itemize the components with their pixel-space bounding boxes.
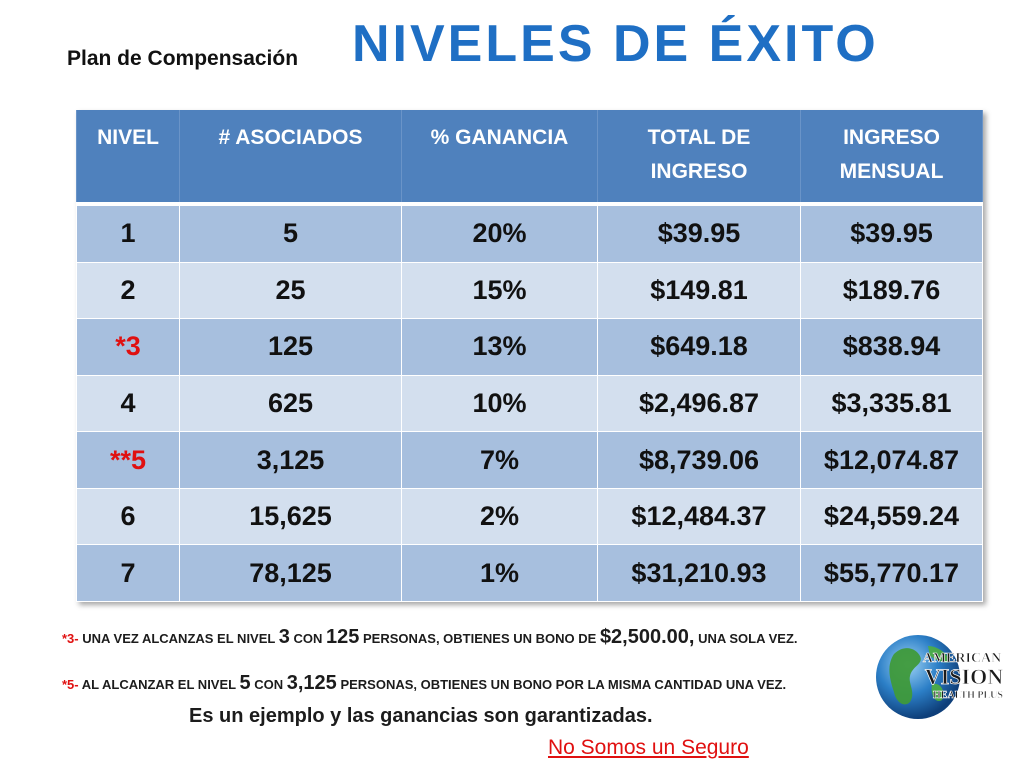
cell-nivel: 1	[76, 203, 180, 263]
table-header-row: NIVEL # ASOCIADOS % GANANCIA TOTAL DE IN…	[76, 110, 983, 206]
cell-ganancia: 10%	[401, 374, 598, 433]
cell-ingreso-mensual: $189.76	[800, 261, 983, 320]
cell-asociados: 5	[179, 203, 402, 263]
cell-ganancia: 1%	[401, 544, 598, 602]
note-text: PERSONAS, OBTIENES UN BONO POR LA MISMA …	[340, 677, 787, 692]
cell-ingreso-mensual: $55,770.17	[800, 544, 983, 602]
note-value: 125	[326, 626, 360, 648]
table-row: 4 625 10% $2,496.87 $3,335.81	[76, 374, 983, 433]
disclaimer-link[interactable]: No Somos un Seguro	[548, 736, 749, 759]
logo-line-1: AMERICAN	[923, 651, 1002, 666]
cell-nivel: 6	[76, 487, 180, 546]
globe-icon	[876, 635, 960, 719]
cell-total-ingreso: $149.81	[597, 261, 801, 320]
cell-asociados: 625	[179, 374, 402, 433]
cell-asociados: 15,625	[179, 487, 402, 546]
cell-total-ingreso: $31,210.93	[597, 544, 801, 602]
table-row: *3 125 13% $649.18 $838.94	[76, 318, 983, 376]
cell-ganancia: 7%	[401, 431, 598, 489]
table-row: 1 5 20% $39.95 $39.95	[76, 203, 983, 263]
table-row: **5 3,125 7% $8,739.06 $12,074.87	[76, 431, 983, 489]
cell-nivel: **5	[76, 431, 180, 489]
cell-nivel: 4	[76, 374, 180, 433]
levels-table: NIVEL # ASOCIADOS % GANANCIA TOTAL DE IN…	[76, 110, 983, 602]
cell-ganancia: 15%	[401, 261, 598, 320]
note-value: 3,125	[286, 672, 337, 694]
cell-ingreso-mensual: $3,335.81	[800, 374, 983, 433]
note-text: AL ALCANZAR EL NIVEL	[81, 677, 236, 692]
cell-ingreso-mensual: $39.95	[800, 203, 983, 263]
cell-total-ingreso: $8,739.06	[597, 431, 801, 489]
cell-asociados: 78,125	[179, 544, 402, 602]
cell-ganancia: 13%	[401, 318, 598, 376]
plan-subtitle: Plan de Compensación	[67, 47, 299, 70]
note-text: CON	[254, 677, 284, 692]
column-header-nivel: NIVEL	[76, 110, 180, 206]
example-note: Es un ejemplo y las ganancias son garant…	[189, 705, 653, 727]
cell-total-ingreso: $2,496.87	[597, 374, 801, 433]
american-vision-logo: AMERICAN VISION HEALTH PLUS	[876, 635, 1004, 719]
cell-ganancia: 2%	[401, 487, 598, 546]
logo-line-2: VISION	[925, 664, 1003, 689]
cell-total-ingreso: $649.18	[597, 318, 801, 376]
cell-nivel: *3	[76, 318, 180, 376]
note-text: UNA SOLA VEZ.	[698, 631, 798, 646]
cell-asociados: 25	[179, 261, 402, 320]
cell-ingreso-mensual: $24,559.24	[800, 487, 983, 546]
bonus-note-level-3: *3- UNA VEZ ALCANZAS EL NIVEL 3 CON 125 …	[62, 626, 798, 649]
cell-total-ingreso: $12,484.37	[597, 487, 801, 546]
note-value: 3	[278, 626, 290, 648]
table-row: 6 15,625 2% $12,484.37 $24,559.24	[76, 487, 983, 546]
logo-line-3: HEALTH PLUS	[933, 690, 1003, 701]
note-mark: *3-	[62, 631, 79, 646]
cell-ingreso-mensual: $12,074.87	[800, 431, 983, 489]
cell-asociados: 125	[179, 318, 402, 376]
note-mark: *5-	[62, 677, 79, 692]
table-row: 2 25 15% $149.81 $189.76	[76, 261, 983, 320]
column-header-asociados: # ASOCIADOS	[179, 110, 402, 206]
note-text: UNA VEZ ALCANZAS EL NIVEL	[82, 631, 276, 646]
note-text: PERSONAS, OBTIENES UN BONO DE	[363, 631, 597, 646]
cell-nivel: 7	[76, 544, 180, 602]
page-title: NIVELES DE ÉXITO	[352, 15, 879, 73]
cell-asociados: 3,125	[179, 431, 402, 489]
bonus-note-level-5: *5- AL ALCANZAR EL NIVEL 5 CON 3,125 PER…	[62, 672, 786, 695]
column-header-ganancia: % GANANCIA	[401, 110, 598, 206]
column-header-total-ingreso: TOTAL DE INGRESO	[597, 110, 801, 206]
note-value: 5	[239, 672, 251, 694]
cell-ingreso-mensual: $838.94	[800, 318, 983, 376]
cell-ganancia: 20%	[401, 203, 598, 263]
cell-total-ingreso: $39.95	[597, 203, 801, 263]
table-row: 7 78,125 1% $31,210.93 $55,770.17	[76, 544, 983, 602]
column-header-ingreso-mensual: INGRESO MENSUAL	[800, 110, 983, 206]
note-value: $2,500.00,	[599, 626, 695, 648]
cell-nivel: 2	[76, 261, 180, 320]
note-text: CON	[293, 631, 323, 646]
